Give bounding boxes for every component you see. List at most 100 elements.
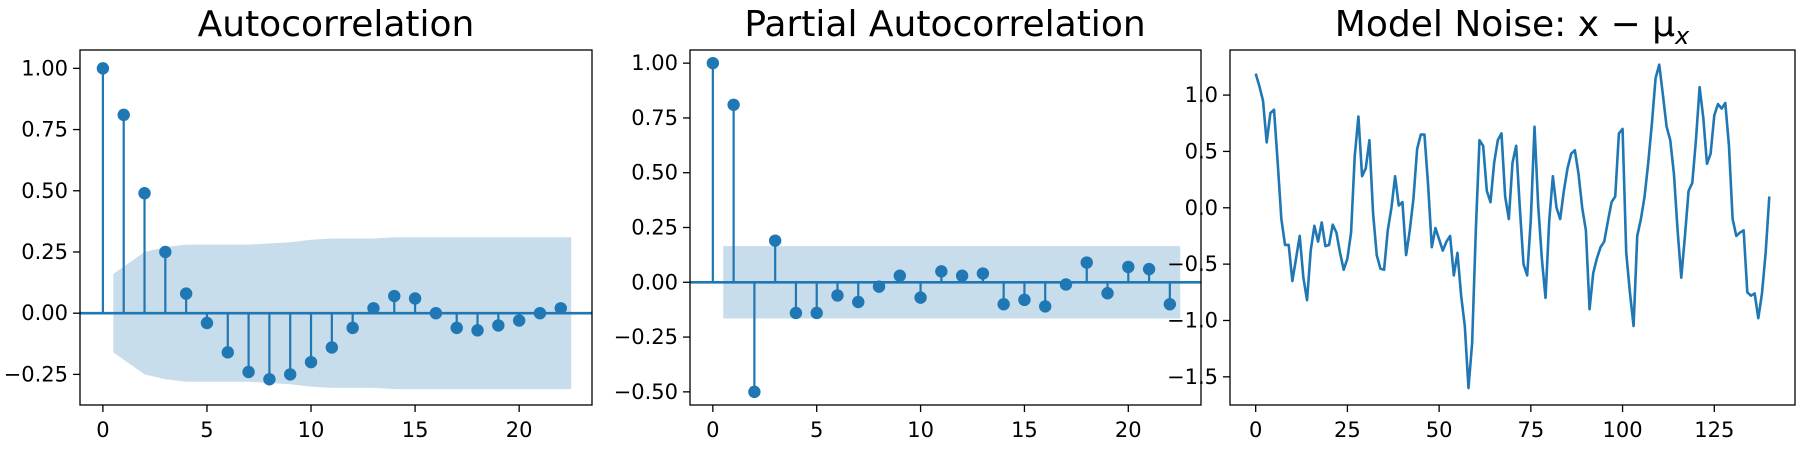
stem-marker [512,314,526,327]
y-tick-label: −0.25 [614,325,678,349]
x-tick-label: 0 [96,418,109,442]
y-tick-label: 0.25 [631,216,678,240]
stem-marker [471,324,484,337]
noise-title: Model Noise: x − μx [1335,4,1690,50]
stem-marker [200,316,214,330]
y-tick-label: −0.25 [4,362,68,386]
acf-axes-frame [79,49,593,406]
x-tick-label: 100 [1603,418,1643,442]
stem-marker [955,269,969,282]
x-tick-label: 20 [1115,418,1142,442]
stem-marker [1122,260,1135,274]
acf-x-ticks: 0 5 10 15 20 [96,405,533,442]
stem-marker [1039,300,1052,313]
y-tick-label: 0.00 [21,301,68,325]
pacf-x-ticks: 0 5 10 15 20 [706,405,1142,442]
stem-marker [117,108,130,122]
x-tick-label: 0 [1249,418,1262,442]
stem-marker [554,302,567,315]
x-tick-label: 75 [1517,418,1544,442]
x-tick-label: 125 [1694,418,1734,442]
stem-marker [159,245,172,259]
acf-title: Autocorrelation [198,4,475,45]
stem-marker [1142,262,1156,276]
stem-marker [284,368,297,381]
stem-marker [408,292,422,305]
y-tick-label: −0.50 [614,380,678,404]
noise-series-line [1254,63,1771,390]
pacf-y-ticks: −0.50 −0.25 0.00 0.25 0.50 0.75 1.00 [614,51,690,404]
y-tick-label: 0.25 [21,240,68,264]
stem-marker [852,295,865,309]
stem-marker [1018,293,1031,307]
x-tick-label: 10 [298,418,325,442]
noise-title-text: Model Noise: x − μ [1335,4,1675,45]
y-tick-label: 0.75 [631,106,678,130]
y-tick-label: −1.5 [1167,365,1218,389]
x-tick-label: 5 [200,418,213,442]
stem-marker [727,98,740,111]
y-tick-label: −0.5 [1167,252,1218,276]
pacf-axes-frame [689,49,1202,406]
y-tick-label: 0.75 [21,118,68,142]
y-tick-label: 0.5 [1185,139,1218,163]
stem-marker [831,289,844,302]
stem-marker [492,319,505,332]
acf-y-ticks: −0.25 0.00 0.25 0.50 0.75 1.00 [4,56,80,386]
noise-panel: 0 25 50 75 100 125 −1.5 −1.0 −0.5 0.0 0.5 1.0 Mode… [1167,4,1796,442]
acf-stems [80,62,592,386]
stem-marker [388,289,401,303]
stem-marker [429,306,443,320]
y-tick-label: 1.00 [21,56,68,80]
stem-marker [789,306,803,320]
stem-marker [976,267,990,280]
stem-marker [748,385,761,399]
y-tick-label: 0.0 [1185,196,1218,220]
stem-marker [1101,287,1114,300]
stem-marker [706,56,720,70]
pacf-stems [690,56,1201,399]
stem-marker [768,234,782,247]
stem-marker [325,341,339,354]
acf-panel: 0 5 10 15 20 −0.25 0.00 0.25 0.50 0.75 1.00 Autoc… [4,4,593,442]
noise-title-subscript: x [1674,22,1690,50]
stem-marker [304,355,318,369]
x-tick-label: 50 [1426,418,1453,442]
stem-marker [533,306,547,320]
x-tick-label: 15 [402,418,429,442]
stem-marker [221,346,234,359]
stem-marker [914,291,927,304]
stem-marker [1163,297,1177,311]
stem-marker [263,373,276,386]
pacf-panel: 0 5 10 15 20 −0.50−0.250.000.250.500.751.00 … [614,4,1202,442]
stem-marker [810,306,823,320]
noise-y-ticks: −1.5 −1.0 −0.5 0.0 0.5 1.0 [1167,83,1230,389]
noise-x-ticks: 0 25 50 75 100 125 [1249,405,1734,442]
stem-marker [1080,256,1093,269]
stem-marker [138,187,151,200]
y-tick-label: −1.0 [1167,308,1218,332]
stem-marker [872,280,886,293]
y-tick-label: 1.00 [631,51,678,75]
y-tick-label: 0.00 [631,270,678,294]
stem-marker [997,297,1010,311]
y-tick-label: 0.50 [631,161,678,185]
stem-marker [367,302,380,315]
x-tick-label: 0 [706,418,719,442]
noise-axes-frame [1229,49,1796,406]
stem-marker [1059,278,1073,291]
x-tick-label: 10 [907,418,934,442]
x-tick-label: 5 [810,418,823,442]
stem-marker [893,269,907,282]
y-tick-label: 1.0 [1185,83,1218,107]
x-tick-label: 25 [1334,418,1361,442]
stem-marker [242,365,255,379]
x-tick-label: 20 [506,418,533,442]
pacf-title: Partial Autocorrelation [744,4,1145,45]
stem-marker [346,321,359,335]
x-tick-label: 15 [1011,418,1038,442]
stem-marker [935,265,948,278]
stem-marker [96,62,110,75]
y-tick-label: 0.50 [21,179,68,203]
